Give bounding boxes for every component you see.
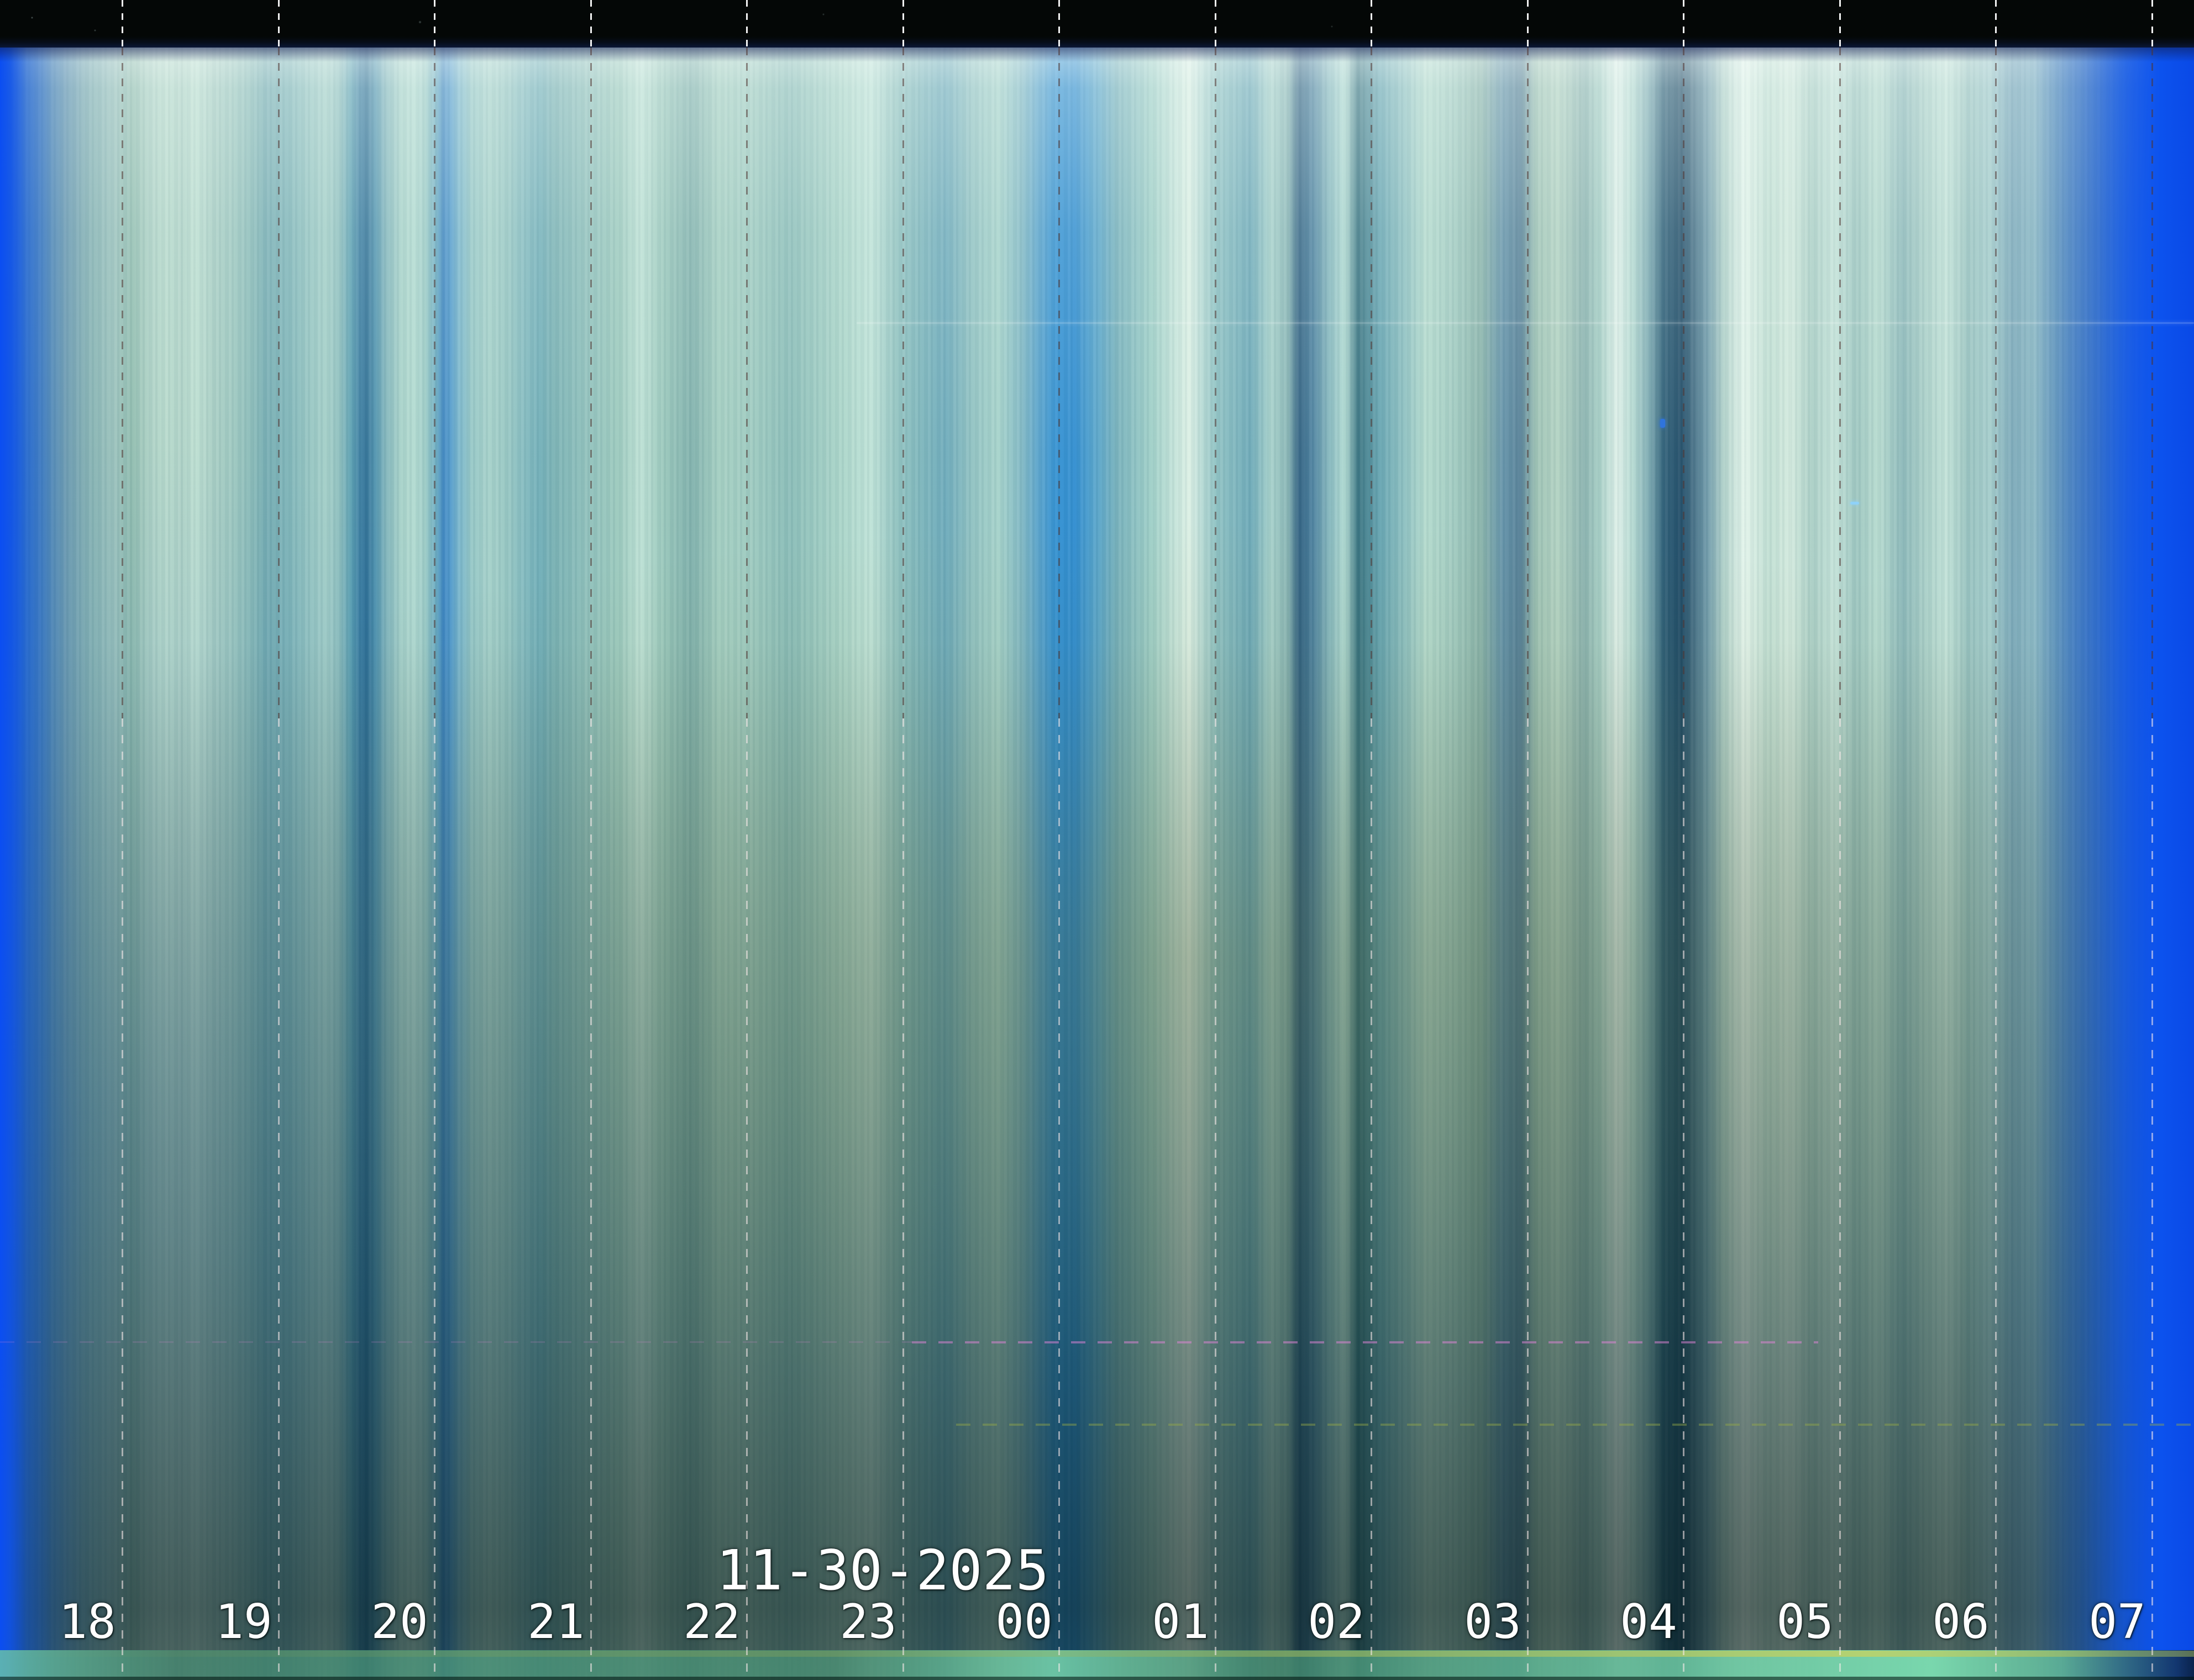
hour-gridline-05 [1839,0,1841,1680]
hour-label-21: 21 [527,1594,585,1650]
hour-label-19: 19 [215,1594,272,1650]
hour-label-02: 02 [1308,1594,1365,1650]
hour-gridline-03 [1527,0,1529,1680]
hour-label-01: 01 [1152,1594,1209,1650]
pale-horizontal-line [857,322,2194,324]
hour-label-18: 18 [59,1594,116,1650]
hour-gridline-21 [590,0,592,1680]
hour-gridline-00 [1058,0,1060,1680]
dawn-twilight-edge [1962,0,2194,1680]
hour-label-06: 06 [1932,1594,1990,1650]
horizon-band-yellow-edge [0,1651,2194,1657]
hour-label-00: 00 [995,1594,1053,1650]
hour-label-20: 20 [371,1594,428,1650]
blue-spot [1660,419,1665,428]
olive-dashed-line [956,1424,2194,1426]
dusk-twilight-edge [0,0,133,1680]
hour-gridline-01 [1215,0,1216,1680]
bottom-edge-line [0,1677,2194,1680]
hour-gridline-07 [2151,0,2153,1680]
magenta-dashed-line-faint [0,1341,912,1343]
hour-gridline-04 [1683,0,1684,1680]
hour-gridline-19 [278,0,280,1680]
hour-gridline-06 [1995,0,1997,1680]
cyan-meteor-dash [1850,502,1859,505]
top-bar-navy-glow [0,48,2194,62]
date-label: 11-30-2025 [716,1538,1049,1603]
hour-gridline-02 [1371,0,1372,1680]
hour-label-07: 07 [2088,1594,2146,1650]
hour-gridline-18 [122,0,123,1680]
hour-gridline-22 [746,0,748,1680]
hour-label-03: 03 [1464,1594,1521,1650]
magenta-dashed-line [912,1341,1818,1343]
hour-label-22: 22 [683,1594,741,1650]
hour-label-05: 05 [1776,1594,1834,1650]
hour-label-23: 23 [839,1594,897,1650]
hour-label-04: 04 [1620,1594,1677,1650]
hour-gridline-20 [434,0,435,1680]
hour-gridline-23 [902,0,904,1680]
top-black-bar [0,0,2194,48]
